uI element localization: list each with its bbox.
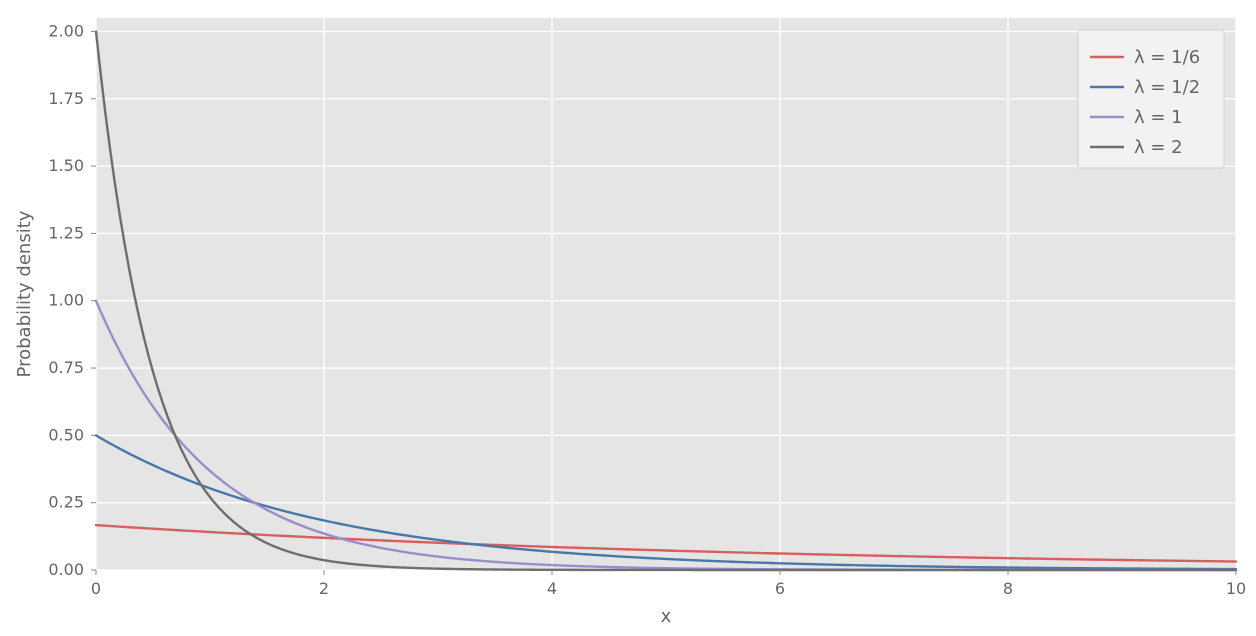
legend-label-lambda-1-6: λ = 1/6 [1134,47,1200,68]
x-tick-label: 4 [547,579,557,598]
plot-area [96,18,1236,570]
y-tick-label: 1.25 [48,223,84,242]
legend-label-lambda-1-2: λ = 1/2 [1134,77,1200,98]
y-tick-label: 1.50 [48,156,84,175]
legend: λ = 1/6 λ = 1/2 λ = 1 λ = 2 [1078,30,1224,168]
y-tick-label: 1.75 [48,89,84,108]
y-tick-label: 0.00 [48,560,84,579]
x-tick-label: 2 [319,579,329,598]
chart-svg: 0 2 4 6 8 10 0.00 0.25 0.50 0.75 1.00 1.25 1.50 1.75 2… [0,0,1256,636]
y-tick-label: 0.50 [48,425,84,444]
x-tick-label: 0 [91,579,101,598]
legend-label-lambda-1: λ = 1 [1134,107,1183,128]
y-tick-label: 2.00 [48,21,84,40]
x-axis-label: x [661,606,672,627]
x-tick-label: 6 [775,579,785,598]
y-tick-label: 0.75 [48,358,84,377]
legend-label-lambda-2: λ = 2 [1134,137,1183,158]
y-tick-label: 1.00 [48,291,84,310]
y-tick-label: 0.25 [48,493,84,512]
exponential-pdf-chart: 0 2 4 6 8 10 0.00 0.25 0.50 0.75 1.00 1.25 1.50 1.75 2… [0,0,1256,636]
x-tick-label: 8 [1003,579,1013,598]
y-axis-label: Probability density [14,210,35,377]
x-tick-label: 10 [1226,579,1246,598]
